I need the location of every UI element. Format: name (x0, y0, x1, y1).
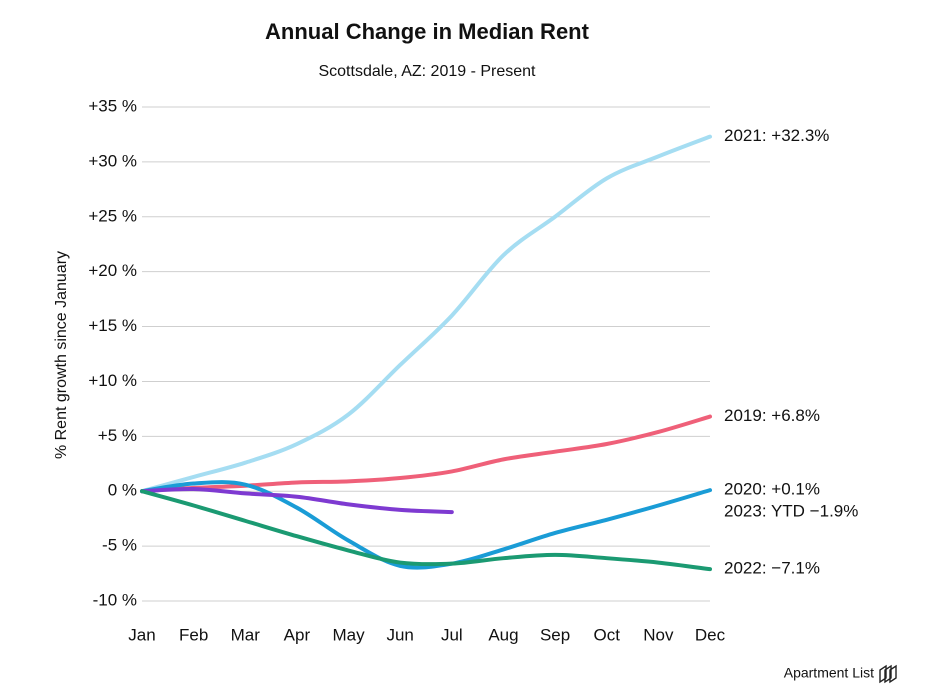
x-tick-label: Jul (441, 625, 463, 644)
series-line (140, 414, 712, 494)
y-tick-label: +25 % (88, 206, 137, 225)
series-line (140, 489, 712, 572)
brand-name: Apartment List (784, 665, 874, 681)
x-tick-label: Nov (643, 625, 674, 644)
y-tick-label: 0 % (108, 481, 137, 500)
x-tick-label: Feb (179, 625, 208, 644)
y-tick-label: +5 % (98, 426, 137, 445)
y-tick-label: -10 % (93, 590, 137, 609)
y-tick-label: +15 % (88, 316, 137, 335)
y-tick-label: +30 % (88, 151, 137, 170)
series-line (140, 134, 712, 494)
series-label: 2019: +6.8% (724, 406, 820, 425)
x-tick-label: Oct (594, 625, 621, 644)
brand-logo (879, 664, 897, 684)
x-tick-label: Sep (540, 625, 570, 644)
y-tick-label: +35 % (88, 96, 137, 115)
series-line (140, 487, 454, 515)
x-tick-label: Aug (488, 625, 518, 644)
chart-subtitle: Scottsdale, AZ: 2019 - Present (318, 63, 536, 80)
series-label: 2022: −7.1% (724, 559, 820, 578)
y-tick-label: -5 % (102, 536, 137, 555)
x-tick-label: May (332, 625, 365, 644)
x-tick-label: Jan (128, 625, 155, 644)
series-label: 2020: +0.1% (724, 480, 820, 499)
y-axis-label: % Rent growth since January (53, 251, 70, 459)
x-tick-label: Apr (284, 625, 311, 644)
x-tick-label: Mar (231, 625, 261, 644)
x-tick-label: Jun (386, 625, 413, 644)
series-label: 2023: YTD −1.9% (724, 502, 858, 521)
series-label: 2021: +32.3% (724, 126, 829, 145)
series-line (140, 480, 712, 570)
y-tick-label: +10 % (88, 371, 137, 390)
y-tick-label: +20 % (88, 261, 137, 280)
x-tick-label: Dec (695, 625, 726, 644)
chart-title: Annual Change in Median Rent (265, 19, 590, 44)
